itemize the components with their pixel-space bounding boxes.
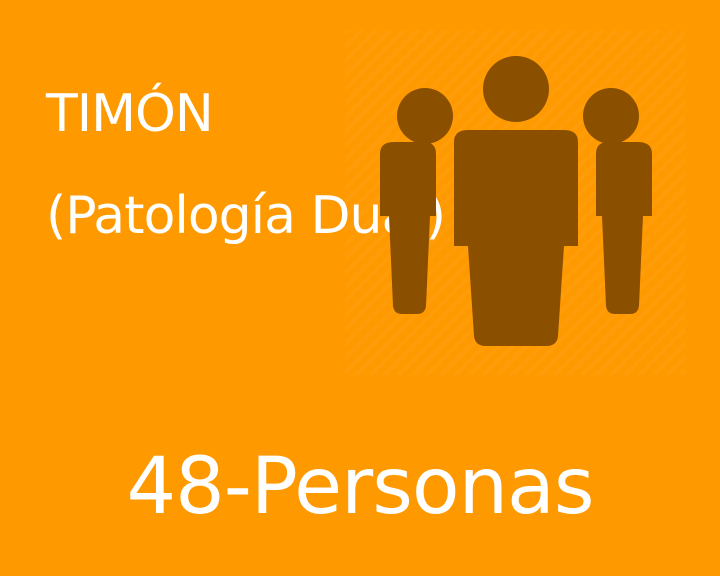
people-count: 48-Personas	[126, 442, 595, 532]
program-subtitle: (Patología Dual)	[46, 186, 446, 246]
person-left-icon	[380, 88, 453, 314]
people-group-icon	[380, 56, 652, 346]
person-center-icon	[454, 56, 578, 346]
person-right-icon	[583, 88, 652, 314]
program-title: TIMÓN	[46, 84, 214, 144]
